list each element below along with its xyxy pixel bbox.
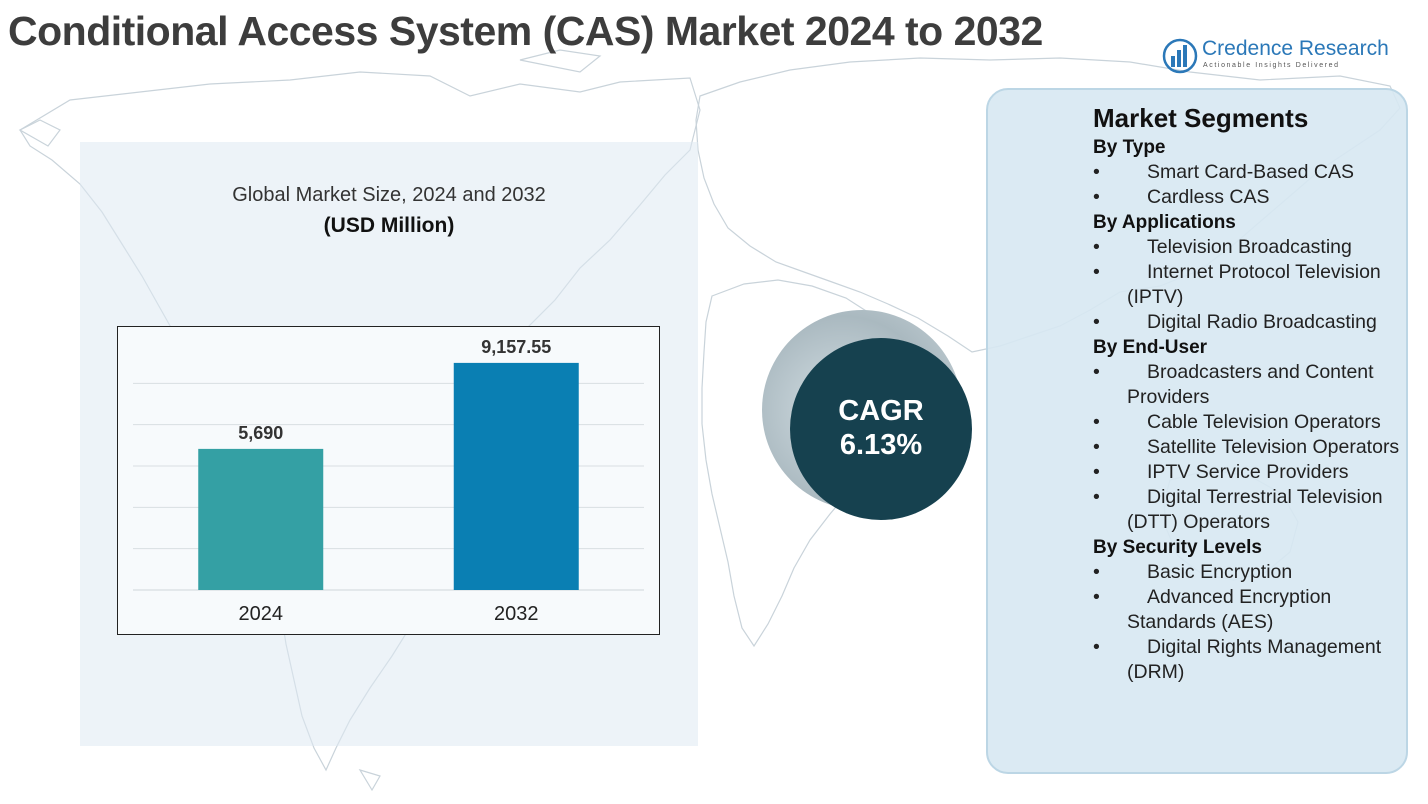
logo-tagline: Actionable Insights Delivered: [1203, 62, 1340, 69]
segment-item-label: Satellite Television Operators: [1147, 436, 1400, 458]
segment-item-label: Cardless CAS: [1147, 186, 1270, 208]
segment-item: • Cardless CAS: [1093, 185, 1403, 210]
market-segments-list: Market Segments By Type • Smart Card-Based…: [1093, 101, 1403, 685]
cagr-value: 6.13%: [839, 429, 923, 461]
cagr-circle: [790, 338, 972, 520]
market-segments-panel: [986, 88, 1408, 774]
segment-item: • Cable Television Operators: [1093, 410, 1403, 435]
x-tick-label: 2032: [494, 603, 539, 625]
bullet-icon: •: [1093, 636, 1100, 658]
segment-item-label: Basic Encryption: [1147, 561, 1293, 583]
segment-item-label: Smart Card-Based CAS: [1147, 161, 1354, 183]
segments-title: Market Segments: [1093, 103, 1309, 133]
segment-item: • IPTV Service Providers: [1093, 460, 1403, 485]
segment-item-label: Digital Radio Broadcasting: [1147, 311, 1377, 333]
segment-item: • Digital Terrestrial Television (DTT) Op…: [1093, 485, 1403, 535]
bar-2024: [198, 448, 324, 590]
bar-value-label: 9,157.55: [481, 337, 551, 357]
chart-title: Global Market Size, 2024 and 2032: [232, 184, 546, 206]
segment-item: • Basic Encryption: [1093, 560, 1403, 585]
bar-value-label: 5,690: [238, 423, 283, 443]
segment-item-label: Broadcasters and Content Providers: [1127, 361, 1374, 408]
logo-name: Credence Research: [1202, 37, 1389, 60]
bullet-icon: •: [1093, 586, 1100, 608]
segment-item: • Satellite Television Operators: [1093, 435, 1403, 460]
segment-heading: By Applications: [1093, 212, 1236, 233]
segment-item: • Digital Rights Management (DRM): [1093, 635, 1403, 685]
bullet-icon: •: [1093, 236, 1100, 258]
segment-item-label: Television Broadcasting: [1147, 236, 1352, 258]
segment-item-label: IPTV Service Providers: [1147, 461, 1349, 483]
segment-item: • Smart Card-Based CAS: [1093, 160, 1403, 185]
segment-heading: By End-User: [1093, 337, 1208, 358]
cagr-label: CAGR: [838, 395, 924, 427]
bullet-icon: •: [1093, 161, 1100, 183]
bullet-icon: •: [1093, 486, 1100, 508]
segment-item-label: Internet Protocol Television (IPTV): [1127, 261, 1381, 308]
segment-heading: By Security Levels: [1093, 537, 1262, 558]
bullet-icon: •: [1093, 411, 1100, 433]
segment-heading: By Type: [1093, 137, 1166, 158]
market-size-bar-chart: 5,690 2024 9,157.55 2032: [117, 326, 660, 635]
segment-item-label: Advanced Encryption Standards (AES): [1127, 586, 1332, 633]
segment-item: • Broadcasters and Content Providers: [1093, 360, 1403, 410]
bullet-icon: •: [1093, 311, 1100, 333]
bullet-icon: •: [1093, 361, 1100, 383]
x-tick-label: 2024: [239, 603, 284, 625]
segment-item-label: Cable Television Operators: [1147, 411, 1381, 433]
segment-item: • Digital Radio Broadcasting: [1093, 310, 1403, 335]
bullet-icon: •: [1093, 186, 1100, 208]
bullet-icon: •: [1093, 461, 1100, 483]
chart-subtitle: (USD Million): [323, 214, 455, 237]
segment-item-label: Digital Terrestrial Television (DTT) Ope…: [1127, 486, 1383, 533]
segment-item: • Advanced Encryption Standards (AES): [1093, 585, 1403, 635]
bar-2032: [453, 362, 579, 590]
segment-item: • Television Broadcasting: [1093, 235, 1403, 260]
bullet-icon: •: [1093, 561, 1100, 583]
segment-item-label: Digital Rights Management (DRM): [1127, 636, 1382, 683]
page-title: Conditional Access System (CAS) Market 2…: [8, 8, 1043, 54]
bullet-icon: •: [1093, 436, 1100, 458]
logo-bars-icon: [1162, 38, 1198, 74]
bullet-icon: •: [1093, 261, 1100, 283]
segment-item: • Internet Protocol Television (IPTV): [1093, 260, 1403, 310]
credence-research-logo: Credence Research Actionable Insights De…: [1162, 36, 1398, 76]
